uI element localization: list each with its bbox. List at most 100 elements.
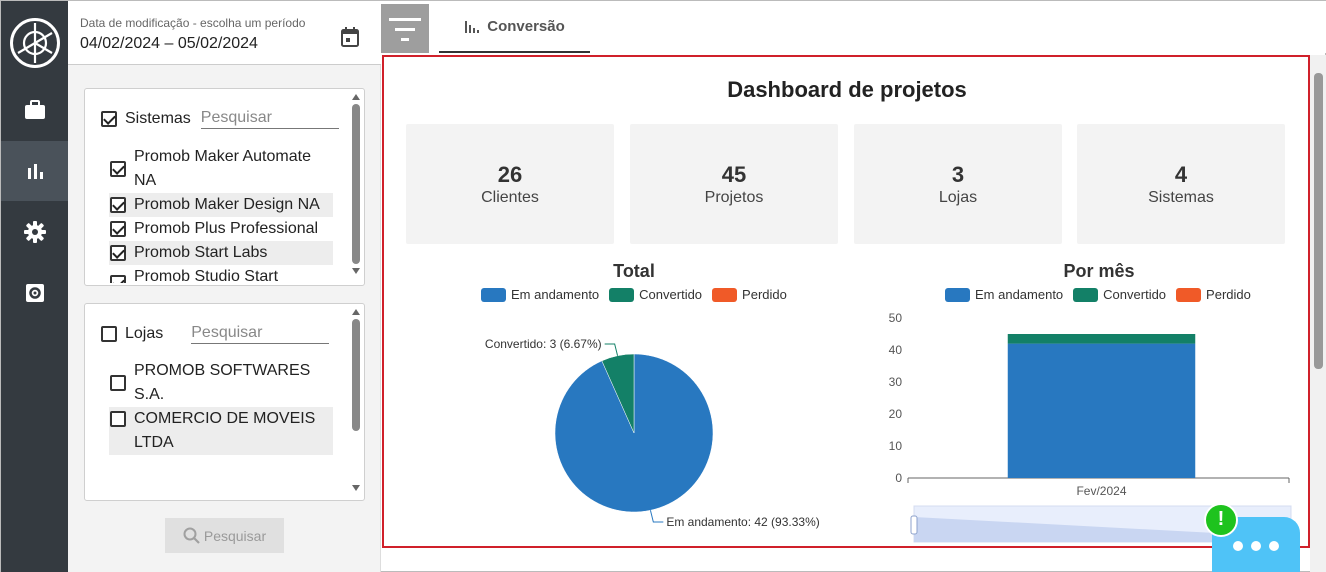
tab-conversao[interactable]: Conversão [439,1,590,53]
tab-label: Conversão [487,17,565,35]
scroll-thumb[interactable] [352,319,360,431]
stat-caption: Clientes [481,189,539,206]
item-label-line2: NA [134,172,157,189]
stat-value: 3 [951,162,965,187]
y-tick-label: 40 [889,343,903,357]
legend-item[interactable]: Perdido [712,287,787,302]
stat-caption: Projetos [704,189,764,206]
date-range-value[interactable]: 04/02/2024 – 05/02/2024 [80,35,258,52]
filter-toggle-button[interactable] [381,4,429,53]
chat-dot-icon [1233,541,1243,551]
search-button[interactable]: Pesquisar [165,518,284,553]
briefcase-icon [24,100,45,119]
scroll-down-icon[interactable] [352,268,360,274]
dashboard-title: Dashboard de projetos [727,77,967,102]
stores-scrollbar[interactable] [351,309,361,491]
item-checkbox[interactable] [110,197,126,213]
legend-item[interactable]: Em andamento [481,287,599,302]
chat-dot-icon [1251,541,1261,551]
legend-label: Em andamento [511,287,600,302]
scroll-up-icon[interactable] [352,94,360,100]
item-label: Promob Maker Automate [134,148,311,165]
item-checkbox[interactable] [110,245,126,261]
list-item[interactable]: Promob Plus Professional [109,217,333,241]
item-label: Promob Plus Professional [134,220,319,237]
x-tick-label: Fev/2024 [1076,484,1126,498]
legend-swatch [945,287,970,302]
stat-card-stores: 3 Lojas [854,124,1062,244]
legend-item[interactable]: Convertido [609,287,702,302]
list-item[interactable]: Promob Maker Design NA [109,193,333,217]
stores-list: PROMOB SOFTWARES S.A. COMERCIO DE MOVEIS… [109,359,333,455]
list-item[interactable]: Promob Maker Automate NA [109,145,333,193]
item-label: Promob Maker Design NA [134,196,320,213]
list-item[interactable]: COMERCIO DE MOVEIS LTDA [109,407,333,455]
legend-item[interactable]: Perdido [1176,287,1251,302]
item-checkbox[interactable] [110,161,126,177]
pie-data-label: Em andamento: 42 (93.33%) [666,515,819,529]
legend-item[interactable]: Em andamento [945,287,1063,302]
date-range-label: Data de modificação - escolha um período [80,16,306,30]
y-tick-label: 10 [889,439,903,453]
top-bar: Conversão [381,1,1326,53]
item-checkbox[interactable] [110,375,126,391]
pie-slice [601,353,635,434]
list-item[interactable]: Promob Start Labs [109,241,333,265]
list-item[interactable]: Promob Studio Start [109,265,333,283]
legend-label: Perdido [742,287,787,302]
pie-data-label: Convertido: 3 (6.67%) [485,337,602,351]
legend-item[interactable]: Convertido [1073,287,1166,302]
legend-label: Perdido [1206,287,1251,302]
bar-chart-title: Por mês [1063,261,1135,281]
stat-value: 4 [1174,162,1188,187]
y-tick-label: 0 [895,471,902,485]
item-label: PROMOB SOFTWARES S.A. [134,362,311,403]
nav-projects[interactable] [1,80,68,140]
systems-scrollbar[interactable] [351,94,361,274]
zoom-slider-handle [910,515,918,535]
systems-search-input[interactable]: Pesquisar [200,109,339,129]
pie-chart-title: Total [613,261,655,281]
systems-select-all-checkbox[interactable] [101,111,117,127]
settings-box-icon [25,284,44,302]
legend-label: Convertido [639,287,703,302]
list-item[interactable]: PROMOB SOFTWARES S.A. [109,359,333,407]
nav-rail [1,1,68,572]
filter-panel: Data de modificação - escolha um período… [68,1,381,572]
item-checkbox[interactable] [110,411,126,427]
stat-card-projects: 45 Projetos [630,124,838,244]
nav-reports[interactable] [1,141,68,201]
pie-chart: Em andamento: 42 (93.33%) Convertido: 3 (… [485,337,820,529]
calendar-icon[interactable] [341,27,359,47]
pie-chart-legend: Em andamento Convertido Perdido [481,287,797,302]
systems-label: Sistemas [125,110,191,127]
stat-card-clients: 26 Clientes [406,124,614,244]
stores-filter-group: Lojas Pesquisar PROMOB SOFTWARES S.A. CO… [84,303,365,501]
dashboard-panel: Dashboard de projetos 26 Clientes 45 Pro… [382,55,1310,548]
bar-segment [1007,343,1196,478]
stores-select-all-checkbox[interactable] [101,326,117,342]
main-scrollbar[interactable] [1310,55,1326,572]
stores-search-input[interactable]: Pesquisar [191,324,330,344]
scroll-thumb[interactable] [1314,73,1323,369]
scroll-thumb[interactable] [352,104,360,264]
nav-admin-settings[interactable] [1,263,68,323]
nav-settings[interactable] [1,202,68,262]
legend-label: Convertido [1103,287,1167,302]
scroll-down-icon[interactable] [352,485,360,491]
alert-badge[interactable]: ! [1204,503,1238,537]
legend-label: Em andamento [975,287,1064,302]
bar-segment [1007,334,1196,344]
chat-dot-icon [1269,541,1279,551]
date-range-field[interactable]: Data de modificação - escolha um período… [68,1,381,65]
search-button-label: Pesquisar [203,527,267,544]
scroll-up-icon[interactable] [352,309,360,315]
zoom-slider-preview [914,517,1291,542]
item-checkbox[interactable] [110,275,126,283]
systems-filter-group: Sistemas Pesquisar Promob Maker Automate… [84,88,365,286]
stat-caption: Sistemas [1148,189,1214,206]
pie-label-leader [604,343,619,356]
item-checkbox[interactable] [110,221,126,237]
app-logo-icon[interactable] [10,18,60,68]
